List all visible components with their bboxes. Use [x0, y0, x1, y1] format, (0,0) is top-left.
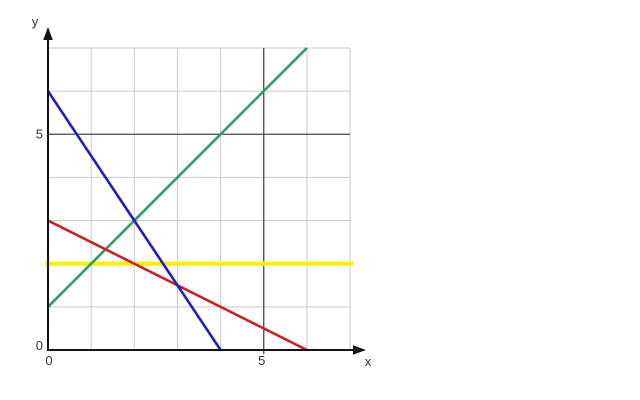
y-tick-label: 5 — [36, 126, 43, 141]
y-axis-arrow — [43, 27, 53, 40]
y-tick-label: 0 — [36, 338, 43, 353]
x-axis-label: x — [365, 354, 372, 369]
x-axis-arrow — [353, 345, 366, 355]
blue-line — [46, 90, 222, 351]
green-line — [47, 46, 308, 308]
x-tick-label: 5 — [258, 353, 265, 368]
y-axis-label: y — [32, 14, 39, 29]
x-tick-label: 0 — [45, 353, 52, 368]
